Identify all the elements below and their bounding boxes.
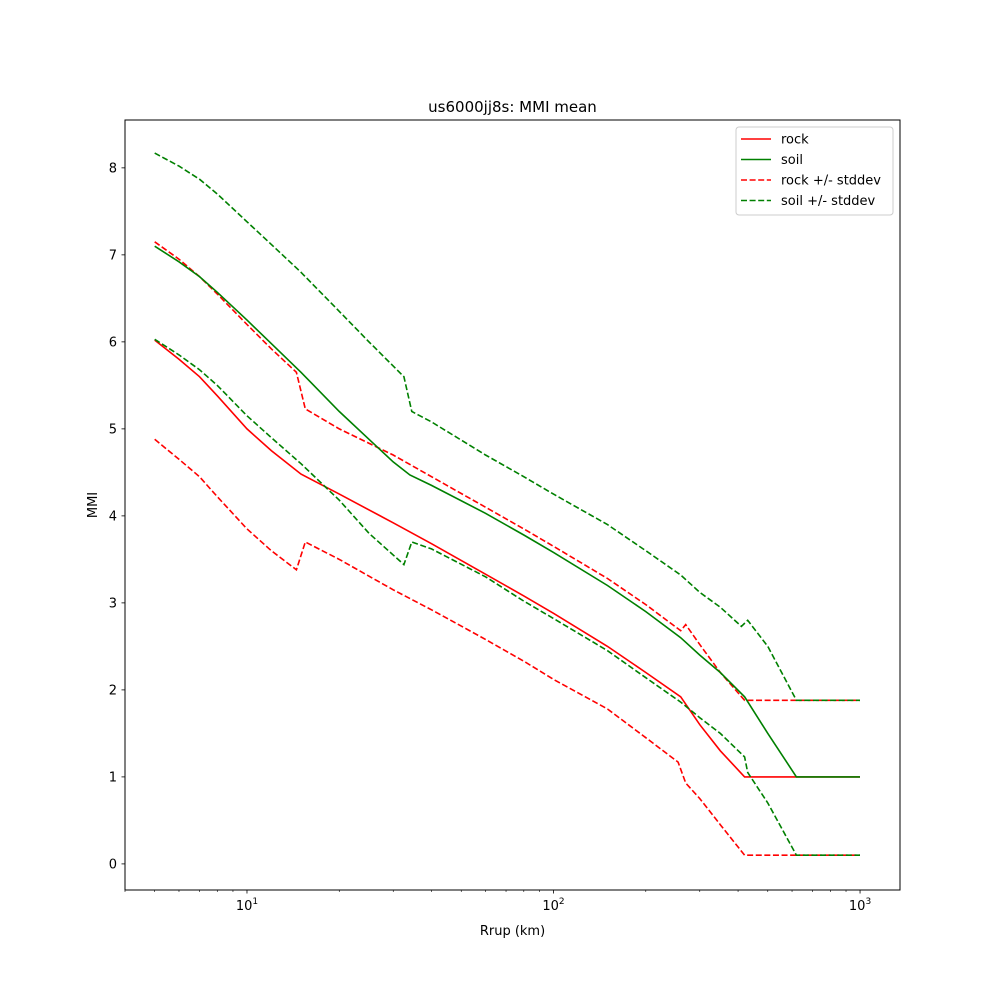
series-line-2	[154, 438, 860, 857]
x-tick-label: 103	[849, 897, 871, 914]
y-tick-label: 2	[109, 683, 117, 698]
legend: rock soil rock +/- stddev soil +/- stddev	[735, 126, 894, 216]
x-axis-label: Rrup (km)	[480, 924, 545, 939]
series-line-1	[154, 241, 860, 702]
y-tick-label: 0	[109, 857, 117, 872]
y-tick-label: 3	[109, 596, 117, 611]
y-axis-label: MMI	[86, 492, 101, 518]
y-tick-label: 4	[109, 509, 117, 524]
y-tick-label: 7	[109, 248, 117, 263]
chart-title: us6000jj8s: MMI mean	[428, 98, 597, 116]
x-tick-label: 102	[542, 897, 564, 914]
legend-box	[735, 126, 894, 216]
series-line-5	[154, 338, 860, 857]
y-axis: 0 1 2 3 4 5 6 7 8	[109, 161, 125, 872]
legend-label: soil +/- stddev	[781, 194, 876, 209]
plot-frame	[124, 119, 901, 891]
x-tick-label: 101	[236, 897, 258, 914]
y-tick-label: 1	[109, 770, 117, 785]
legend-label: rock +/- stddev	[781, 174, 881, 189]
series-line-0	[154, 339, 860, 778]
series-layer	[154, 152, 860, 857]
legend-label: soil	[781, 153, 803, 168]
y-tick-label: 8	[109, 161, 117, 176]
legend-label: rock	[781, 133, 809, 148]
x-axis: 101 102 103	[124, 890, 871, 914]
y-tick-label: 5	[109, 422, 117, 437]
y-tick-label: 6	[109, 335, 117, 350]
series-line-3	[154, 245, 860, 778]
series-line-4	[154, 152, 860, 702]
